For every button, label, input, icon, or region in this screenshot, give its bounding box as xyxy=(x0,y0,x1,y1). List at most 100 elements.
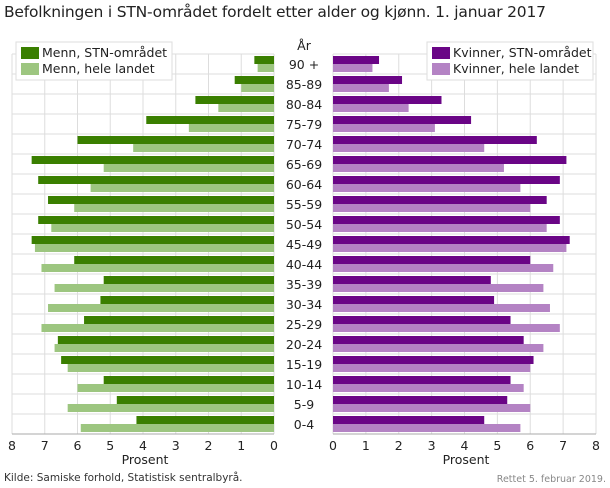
bar-left-1 xyxy=(67,404,274,412)
x-axis-title: Prosent xyxy=(443,452,490,467)
updated-note: Rettet 5. februar 2019. xyxy=(496,474,606,485)
source-note: Kilde: Samiske forhold, Statistisk sentr… xyxy=(4,472,243,484)
x-tick-label: 3 xyxy=(172,438,180,453)
x-tick-label: 1 xyxy=(237,438,245,453)
x-tick-label: 5 xyxy=(493,438,501,453)
bar-left-0 xyxy=(146,116,274,124)
bar-right-3 xyxy=(333,324,560,332)
x-tick-label: 2 xyxy=(205,438,213,453)
category-label: 45-49 xyxy=(286,237,322,252)
bar-right-3 xyxy=(333,364,531,372)
x-tick-label: 6 xyxy=(74,438,82,453)
x-tick-label: 1 xyxy=(362,438,370,453)
bar-left-1 xyxy=(51,224,274,232)
legend-swatch xyxy=(432,63,450,75)
category-label: 90 + xyxy=(289,57,319,72)
category-label: 35-39 xyxy=(286,277,322,292)
bar-right-3 xyxy=(333,264,554,272)
legend-label: Kvinner, STN-området xyxy=(453,45,592,60)
bar-left-1 xyxy=(133,144,274,152)
x-tick-label: 2 xyxy=(395,438,403,453)
bar-left-1 xyxy=(48,304,275,312)
category-label: 85-89 xyxy=(286,77,322,92)
bar-right-2 xyxy=(333,216,560,224)
bar-right-3 xyxy=(333,304,550,312)
bar-right-2 xyxy=(333,76,403,84)
category-label: 70-74 xyxy=(286,137,322,152)
bar-left-0 xyxy=(103,376,274,384)
category-label: 20-24 xyxy=(286,337,322,352)
bar-left-0 xyxy=(116,396,274,404)
bar-right-2 xyxy=(333,96,442,104)
bar-right-3 xyxy=(333,404,531,412)
bar-right-2 xyxy=(333,276,491,284)
bar-right-3 xyxy=(333,104,409,112)
bar-right-3 xyxy=(333,284,544,292)
bar-right-3 xyxy=(333,164,504,172)
bar-right-2 xyxy=(333,356,534,364)
legend-label: Menn, hele landet xyxy=(42,61,155,76)
x-tick-label: 8 xyxy=(592,438,600,453)
legend-label: Menn, STN-området xyxy=(42,45,167,60)
bar-left-0 xyxy=(31,236,275,244)
bar-right-3 xyxy=(333,384,524,392)
bar-right-3 xyxy=(333,424,521,432)
x-tick-label: 4 xyxy=(139,438,147,453)
chart-title: Befolkningen i STN-området fordelt etter… xyxy=(4,3,546,21)
bar-right-2 xyxy=(333,116,472,124)
bar-left-0 xyxy=(48,196,275,204)
bar-right-2 xyxy=(333,56,380,64)
bar-right-2 xyxy=(333,256,531,264)
bar-left-0 xyxy=(100,296,274,304)
bar-left-1 xyxy=(41,264,274,272)
category-label: 65-69 xyxy=(286,157,322,172)
x-tick-label: 0 xyxy=(270,438,278,453)
bar-right-3 xyxy=(333,64,373,72)
legend-swatch xyxy=(432,47,450,59)
legend-swatch xyxy=(21,47,39,59)
bar-right-3 xyxy=(333,84,389,92)
bar-left-0 xyxy=(74,256,274,264)
x-tick-label: 3 xyxy=(428,438,436,453)
bar-left-1 xyxy=(218,104,274,112)
x-tick-label: 6 xyxy=(526,438,534,453)
bar-left-0 xyxy=(103,276,274,284)
bar-right-3 xyxy=(333,344,544,352)
bar-right-3 xyxy=(333,184,521,192)
bar-right-2 xyxy=(333,236,570,244)
bar-left-0 xyxy=(136,416,274,424)
bar-left-0 xyxy=(31,156,275,164)
bar-left-0 xyxy=(38,216,275,224)
bar-left-1 xyxy=(67,364,274,372)
bar-right-3 xyxy=(333,224,547,232)
bar-right-2 xyxy=(333,336,524,344)
bar-right-2 xyxy=(333,416,485,424)
bar-left-1 xyxy=(90,184,274,192)
bar-left-1 xyxy=(41,324,274,332)
category-label: 80-84 xyxy=(286,97,322,112)
category-label: 50-54 xyxy=(286,217,322,232)
bar-left-1 xyxy=(74,204,274,212)
category-label: 75-79 xyxy=(286,117,322,132)
bar-left-1 xyxy=(77,384,274,392)
bar-left-0 xyxy=(254,56,274,64)
legend-swatch xyxy=(21,63,39,75)
bar-right-3 xyxy=(333,144,485,152)
x-tick-label: 7 xyxy=(41,438,49,453)
category-axis-title: År xyxy=(297,38,312,53)
legend-label: Kvinner, hele landet xyxy=(453,61,579,76)
bar-left-0 xyxy=(77,136,274,144)
bar-left-0 xyxy=(234,76,274,84)
bar-right-2 xyxy=(333,196,547,204)
category-label: 30-34 xyxy=(286,297,322,312)
bar-left-0 xyxy=(38,176,275,184)
bar-right-2 xyxy=(333,136,537,144)
x-tick-label: 7 xyxy=(559,438,567,453)
bar-left-1 xyxy=(54,284,275,292)
bar-left-0 xyxy=(57,336,274,344)
bar-left-1 xyxy=(54,344,275,352)
category-label: 0-4 xyxy=(294,417,314,432)
x-axis-title: Prosent xyxy=(122,452,169,467)
category-label: 15-19 xyxy=(286,357,322,372)
